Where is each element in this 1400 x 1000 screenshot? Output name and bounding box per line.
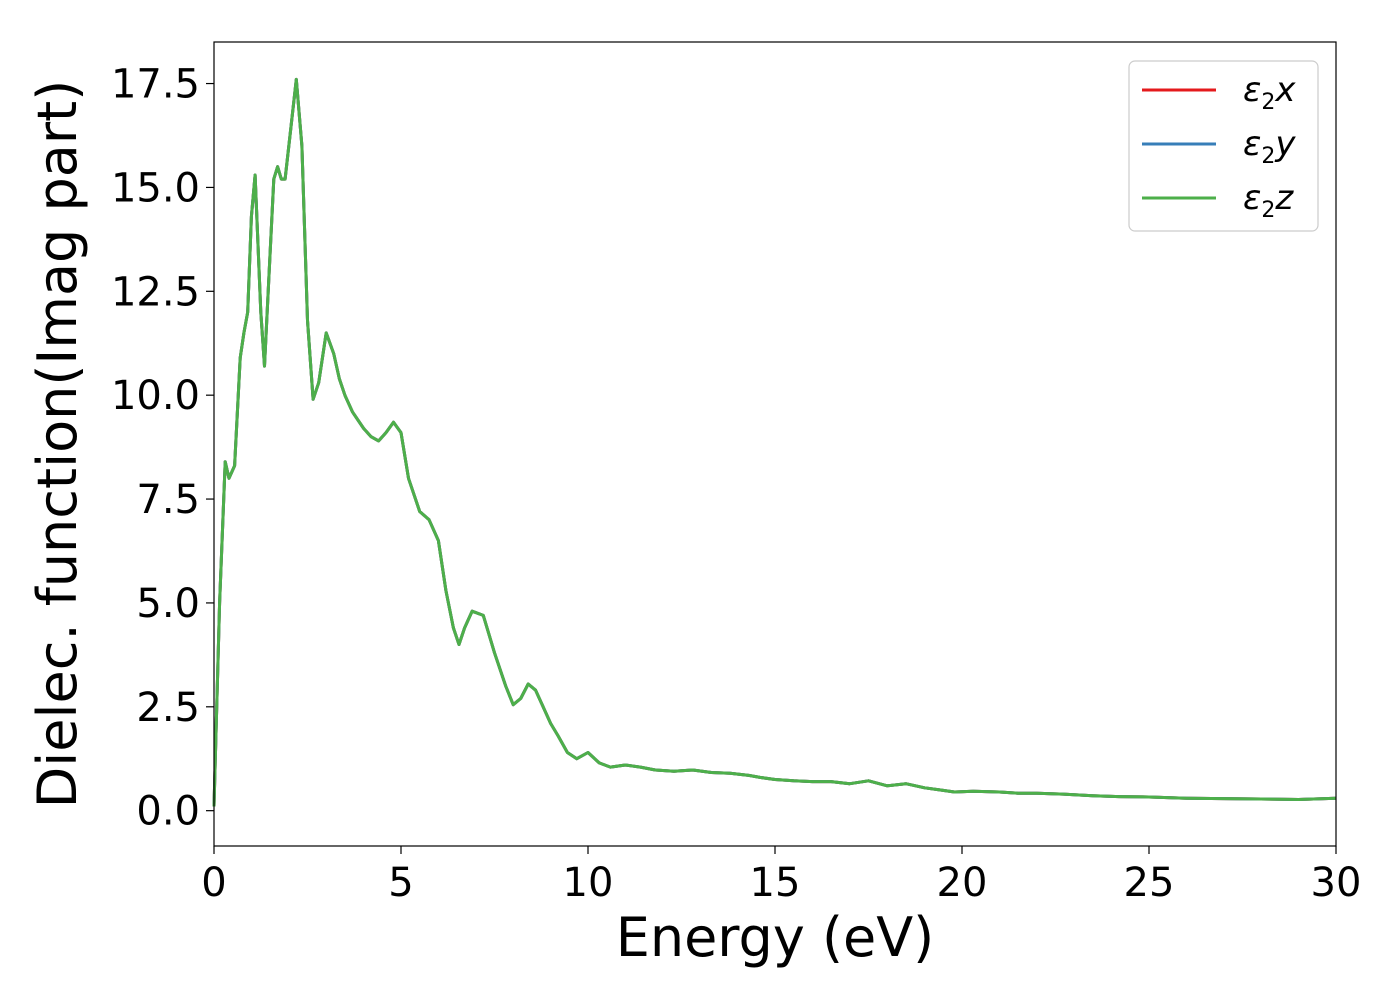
y-tick-label: 7.5 xyxy=(136,477,200,523)
legend: ε2x ε2y ε2z xyxy=(1128,60,1319,232)
y-tick-label: 17.5 xyxy=(111,62,200,108)
x-tick-label: 5 xyxy=(388,860,413,906)
y-tick-label: 15.0 xyxy=(111,165,200,211)
x-tick-label: 10 xyxy=(563,860,614,906)
legend-box xyxy=(1128,60,1319,232)
y-tick-label: 0.0 xyxy=(136,789,200,835)
x-tick-label: 25 xyxy=(1124,860,1175,906)
y-tick-label: 5.0 xyxy=(136,581,200,627)
x-tick-label: 15 xyxy=(750,860,801,906)
y-axis-ticks: 0.0 2.5 5.0 7.5 10.0 12.5 15.0 17.5 xyxy=(111,62,214,835)
x-axis-label: Energy (eV) xyxy=(616,906,935,969)
x-tick-label: 20 xyxy=(937,860,988,906)
series-line-z xyxy=(212,77,1337,807)
legend-label-z: ε2z xyxy=(1243,178,1294,223)
legend-label-x: ε2x xyxy=(1243,70,1296,115)
legend-label-y: ε2y xyxy=(1243,124,1296,169)
x-axis-ticks: 0 5 10 15 20 25 30 xyxy=(201,846,1361,906)
x-tick-label: 30 xyxy=(1311,860,1362,906)
y-tick-label: 2.5 xyxy=(136,685,200,731)
y-tick-label: 10.0 xyxy=(111,373,200,419)
series-layer xyxy=(212,77,1337,807)
y-axis-label: Dielec. function(Imag part) xyxy=(26,80,89,809)
x-tick-label: 0 xyxy=(201,860,226,906)
y-tick-label: 12.5 xyxy=(111,269,200,315)
